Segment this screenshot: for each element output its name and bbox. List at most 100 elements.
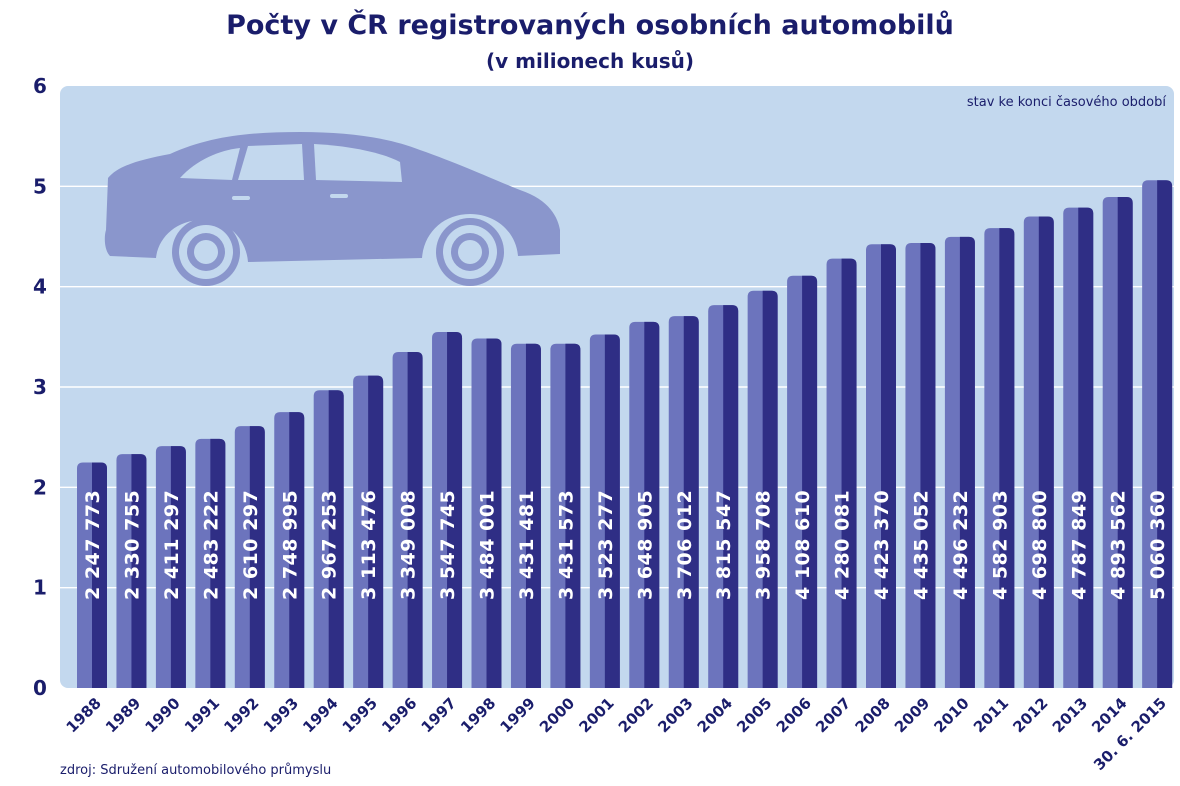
- bar: [353, 375, 384, 688]
- bar-value-label: 4 893 562: [1108, 490, 1130, 600]
- x-tick-label: 1998: [457, 694, 499, 736]
- x-tick-label: 2001: [575, 694, 617, 736]
- bar: [589, 334, 620, 688]
- y-tick-label: 4: [33, 275, 47, 299]
- bar-shade: [1117, 197, 1133, 688]
- bar-value-label: 2 610 297: [240, 490, 262, 600]
- bar-shade: [881, 244, 896, 688]
- bar-shade: [92, 462, 107, 688]
- bar-value-label: 2 967 253: [319, 490, 341, 600]
- bar-shade: [170, 446, 186, 688]
- bar: [668, 316, 699, 688]
- bar-value-label: 5 060 360: [1147, 490, 1169, 600]
- bar-value-label: 4 423 370: [871, 490, 893, 600]
- x-tick-label: 1989: [102, 694, 144, 736]
- bar-value-label: 3 113 476: [358, 490, 380, 600]
- bar: [866, 244, 896, 688]
- bar-value-label: 3 958 708: [753, 490, 775, 600]
- bar-value-label: 4 108 610: [792, 490, 814, 600]
- bar-shade: [683, 316, 699, 688]
- bar-shade: [723, 305, 739, 688]
- x-axis-ticks: 1988198919901991199219931994199519961997…: [63, 694, 1170, 774]
- bar: [392, 351, 423, 688]
- x-tick-label: 1994: [299, 694, 341, 736]
- bar-value-label: 3 547 745: [437, 490, 459, 600]
- x-tick-label: 1995: [339, 694, 381, 736]
- x-tick-label: 1991: [181, 694, 223, 736]
- bar: [826, 258, 857, 688]
- x-tick-label: 1996: [378, 694, 420, 736]
- bar: [313, 390, 344, 688]
- bar-shade: [210, 438, 226, 688]
- bar-shade: [604, 334, 620, 688]
- y-tick-label: 3: [33, 375, 47, 399]
- chart-subtitle: (v milionech kusů): [486, 49, 694, 73]
- bar: [155, 446, 186, 688]
- bar: [905, 243, 936, 688]
- bar-shade: [959, 236, 975, 688]
- bar: [1023, 216, 1054, 689]
- x-tick-label: 2008: [852, 694, 894, 736]
- y-axis-ticks: 0 1 2 3 4 5 6: [33, 74, 47, 700]
- bar: [1142, 180, 1173, 688]
- bar-shade: [486, 338, 502, 688]
- x-tick-label: 2013: [1049, 694, 1091, 736]
- x-tick-label: 1997: [418, 694, 460, 736]
- bar-shade: [1078, 207, 1094, 689]
- bar: [77, 462, 107, 688]
- bar-value-label: 4 496 232: [950, 490, 972, 600]
- x-tick-label: 2010: [930, 694, 972, 736]
- bar-value-label: 4 280 081: [832, 490, 854, 600]
- bar-shade: [1157, 180, 1173, 688]
- x-tick-label: 2003: [654, 694, 696, 736]
- bar-value-label: 3 484 001: [477, 490, 499, 600]
- bar-shade: [1038, 216, 1054, 689]
- bar-value-label: 2 748 995: [279, 490, 301, 600]
- x-tick-label: 1999: [497, 694, 539, 736]
- bar: [747, 290, 778, 688]
- bar-shade: [447, 332, 463, 688]
- x-tick-label: 2002: [615, 694, 657, 736]
- y-tick-label: 1: [33, 576, 47, 600]
- bar: [708, 305, 739, 688]
- y-tick-label: 0: [33, 676, 47, 700]
- bar-shade: [802, 275, 818, 688]
- bar-value-label: 3 431 573: [555, 490, 577, 600]
- bar-value-label: 4 435 052: [910, 490, 932, 600]
- bar-value-label: 4 787 849: [1068, 490, 1090, 600]
- x-tick-label: 1993: [260, 694, 302, 736]
- bar-shade: [368, 375, 384, 688]
- bar: [944, 236, 975, 688]
- bar: [116, 454, 147, 688]
- bar-value-label: 3 815 547: [713, 490, 735, 600]
- bar-shade: [644, 321, 660, 688]
- bar-value-label: 2 411 297: [161, 490, 183, 600]
- y-tick-label: 5: [33, 174, 47, 198]
- bar-shade: [920, 243, 936, 688]
- source-note: zdroj: Sdružení automobilového průmyslu: [60, 763, 331, 778]
- bar: [629, 321, 660, 688]
- bar-value-label: 4 698 800: [1029, 490, 1051, 600]
- bar: [550, 343, 581, 688]
- x-tick-label: 2000: [536, 694, 578, 736]
- bar-shade: [289, 412, 305, 688]
- bar: [984, 228, 1015, 688]
- x-tick-label: 2009: [891, 694, 933, 736]
- bar: [787, 275, 818, 688]
- bar-shade: [999, 228, 1015, 688]
- y-tick-label: 6: [33, 74, 47, 98]
- x-tick-label: 1990: [141, 694, 183, 736]
- chart-title: Počty v ČR registrovaných osobních autom…: [226, 9, 954, 41]
- x-tick-label: 2005: [733, 694, 775, 736]
- bar-shade: [762, 290, 778, 688]
- bar: [1063, 207, 1094, 689]
- bar-value-label: 3 523 277: [595, 490, 617, 600]
- bar: [471, 338, 502, 688]
- bar-value-label: 3 349 008: [398, 490, 420, 600]
- bar-shade: [407, 351, 423, 688]
- x-tick-label: 2007: [812, 694, 854, 736]
- bars: 2 247 773 2 330 755 2 411 297 2 483 222 2 61…: [77, 180, 1173, 689]
- bar-value-label: 3 431 481: [516, 490, 538, 600]
- bar-value-label: 3 706 012: [674, 490, 696, 600]
